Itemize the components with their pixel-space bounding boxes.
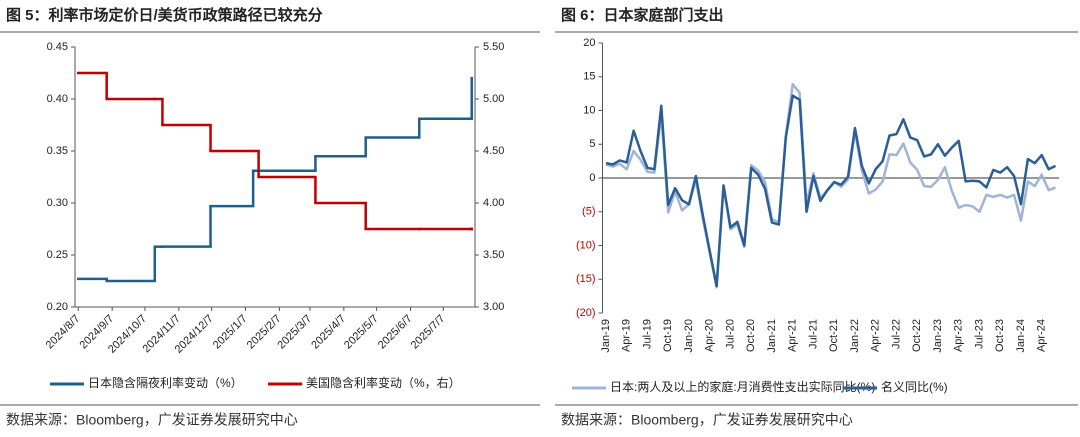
y-tick-label: 5 <box>589 138 595 150</box>
x-tick-label: Apr-19 <box>621 319 633 352</box>
y-tick-label: 15 <box>583 71 595 83</box>
y-tick-label: (20) <box>576 307 596 319</box>
y-tick-label: 0.35 <box>47 145 68 157</box>
x-tick-label: Jul-19 <box>641 319 653 349</box>
source-note: 数据来源：Bloomberg，广发证券发展研究中心 <box>561 412 853 428</box>
y2-tick-label: 5.50 <box>483 41 504 53</box>
y-tick-label: 0.40 <box>47 93 68 105</box>
y-tick-label: 20 <box>583 37 595 49</box>
y2-tick-label: 3.50 <box>483 249 504 261</box>
y2-tick-label: 3.00 <box>483 301 504 313</box>
x-tick-label: Oct-21 <box>828 319 840 352</box>
y-tick-label: (10) <box>576 239 596 251</box>
x-tick-label: 2024/8/7 <box>44 313 83 352</box>
x-tick-label: Jul-23 <box>973 319 985 349</box>
y-tick-label: 0.30 <box>47 197 68 209</box>
x-tick-label: Apr-24 <box>1036 319 1048 352</box>
x-tick-label: Apr-20 <box>704 319 716 352</box>
legend-label: 美国隐含利率变动（%，右） <box>306 375 461 390</box>
x-tick-label: Apr-23 <box>953 319 965 352</box>
chart-title: 图 6：日本家庭部门支出 <box>561 6 724 24</box>
x-tick-label: 2025/5/7 <box>342 313 381 352</box>
series-line <box>605 94 1057 288</box>
x-tick-label: Jul-21 <box>807 319 819 349</box>
source-note: 数据来源：Bloomberg，广发证券发展研究中心 <box>6 412 298 428</box>
x-tick-label: 2025/1/7 <box>211 313 250 352</box>
x-tick-label: Jan-21 <box>766 319 778 353</box>
legend-label: 日本:两人及以上的家庭:月消费性支出实际同比(%) <box>610 379 875 394</box>
x-tick-label: Jan-20 <box>683 319 695 353</box>
x-tick-label: Oct-20 <box>745 319 757 352</box>
y-tick-label: (15) <box>576 273 596 285</box>
x-tick-label: 2025/4/7 <box>309 313 348 352</box>
legend-label: 日本隐含隔夜利率变动（%） <box>88 375 243 390</box>
y-tick-label: (5) <box>582 206 595 218</box>
x-tick-label: Apr-21 <box>787 319 799 352</box>
x-tick-label: 2025/6/7 <box>376 313 415 352</box>
x-tick-label: 2025/7/7 <box>409 313 448 352</box>
x-tick-label: Oct-23 <box>994 319 1006 352</box>
y2-tick-label: 4.50 <box>483 145 504 157</box>
x-tick-label: 2025/3/7 <box>275 313 314 352</box>
y-tick-label: 0.45 <box>47 41 68 53</box>
y2-tick-label: 4.00 <box>483 197 504 209</box>
x-tick-label: Jan-22 <box>849 319 861 353</box>
x-tick-label: Apr-22 <box>870 319 882 352</box>
y-tick-label: 0 <box>589 172 595 184</box>
x-tick-label: Jan-19 <box>600 319 612 353</box>
y-tick-label: 10 <box>583 104 595 116</box>
chart-title: 图 5：利率市场定价日/美货币政策路径已较充分 <box>6 6 323 24</box>
x-tick-label: Jan-23 <box>932 319 944 353</box>
x-tick-label: Jul-20 <box>724 319 736 349</box>
y-tick-label: 0.25 <box>47 249 68 261</box>
y2-tick-label: 5.00 <box>483 93 504 105</box>
x-tick-label: Jul-22 <box>890 319 902 349</box>
x-tick-label: Oct-19 <box>662 319 674 352</box>
x-tick-label: Oct-22 <box>911 319 923 352</box>
y-tick-label: 0.20 <box>47 301 68 313</box>
legend-label: 名义同比(%) <box>881 379 948 394</box>
x-tick-label: Jan-24 <box>1015 319 1027 353</box>
